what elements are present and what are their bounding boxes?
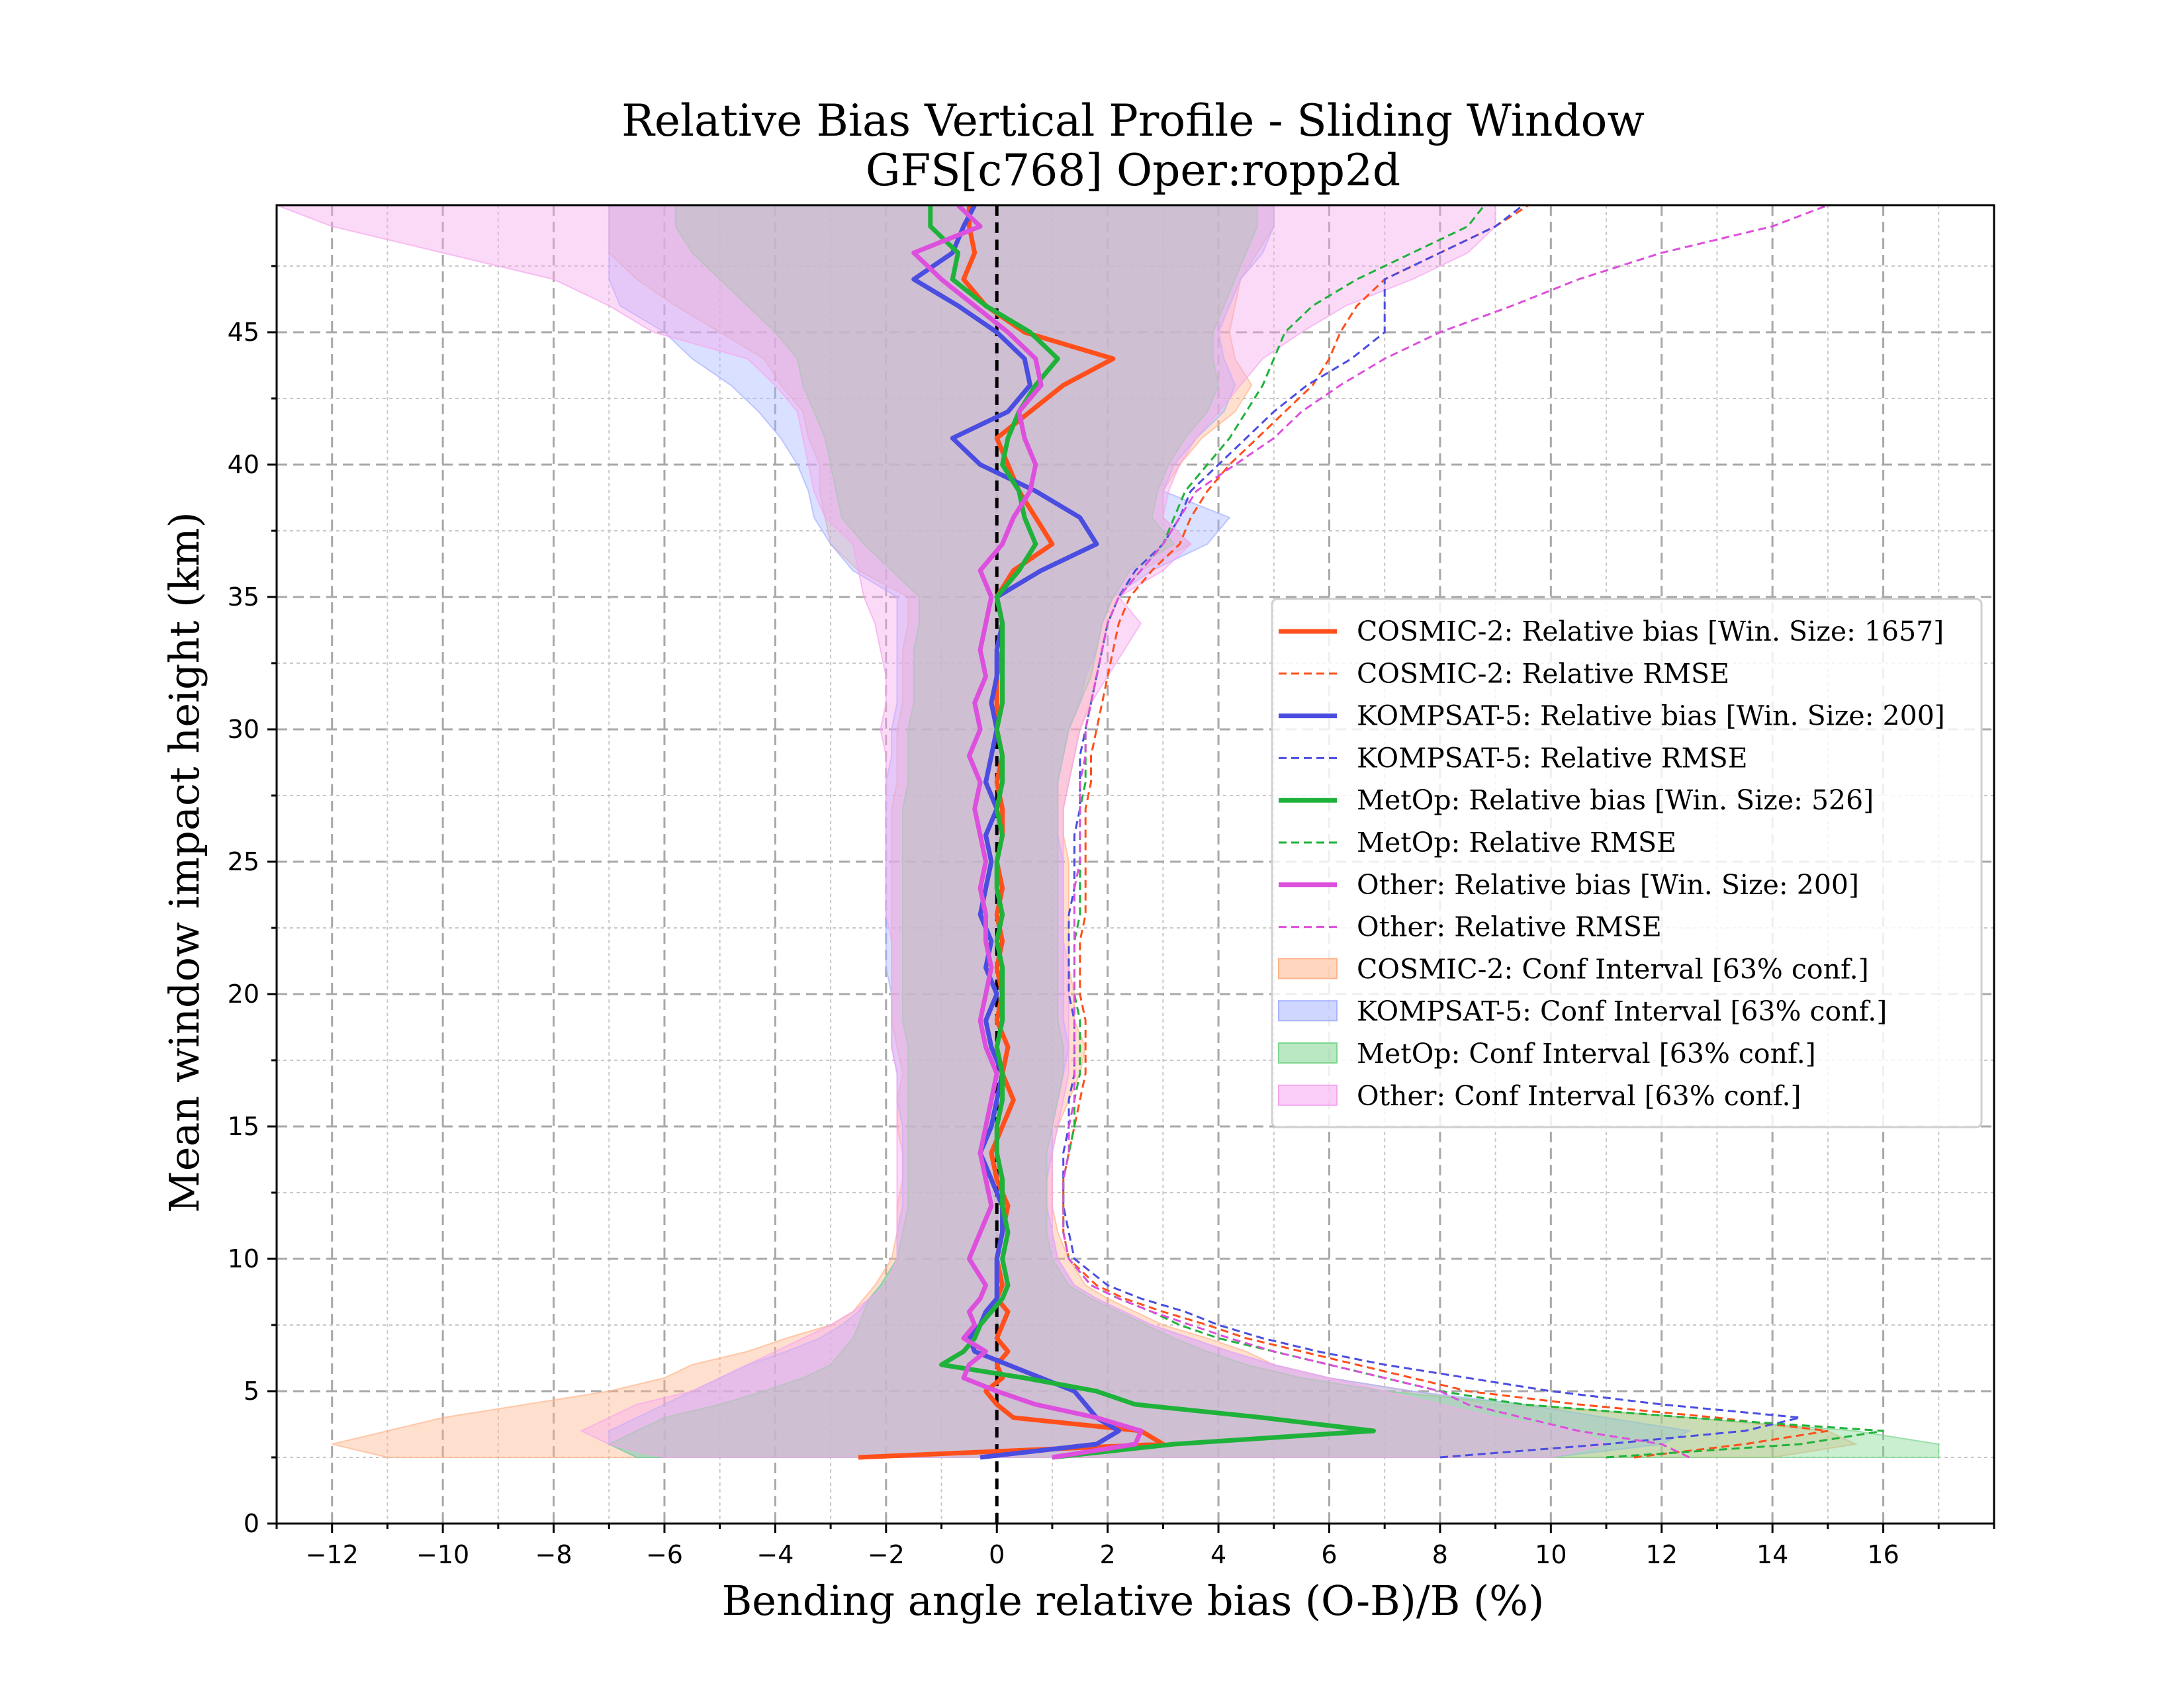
- x-tick-label: 14: [1756, 1540, 1788, 1569]
- metop-rmse-line: [1062, 205, 1884, 1459]
- legend-label: COSMIC-2: Relative RMSE: [1357, 658, 1729, 690]
- cosmic2-bias-line: [858, 205, 1165, 1460]
- legend: COSMIC-2: Relative bias [Win. Size: 1657…: [1271, 598, 1983, 1128]
- x-tick-label: −10: [416, 1540, 469, 1569]
- legend-entry: Other: Relative RMSE: [1279, 911, 1662, 943]
- legend-entry: MetOp: Relative bias [Win. Size: 526]: [1279, 784, 1874, 816]
- y-tick-label: 25: [228, 847, 259, 876]
- x-tick-label: 8: [1432, 1540, 1448, 1569]
- legend-swatch: [1278, 1084, 1338, 1106]
- y-tick-label: 40: [228, 450, 259, 479]
- chart-title: Relative Bias Vertical Profile - Sliding…: [621, 95, 1645, 146]
- legend-label: MetOp: Relative RMSE: [1357, 827, 1676, 858]
- y-tick-label: 5: [244, 1377, 259, 1406]
- x-tick-label: 16: [1867, 1540, 1899, 1569]
- cosmic2-rmse-line: [1062, 205, 1829, 1459]
- axis-ticks: −12 −10 −8 −6 −4 −2 0 2 4 6 8 10 12 14 16 0 5 10 15 20 25 30 3…: [228, 265, 1995, 1569]
- legend-swatch: [1278, 1042, 1338, 1064]
- other-rmse-line: [1062, 205, 1829, 1459]
- legend-entry: KOMPSAT-5: Relative bias [Win. Size: 200…: [1279, 700, 1945, 732]
- chart-subtitle: GFS[c768] Oper:ropp2d: [866, 145, 1400, 196]
- legend-label: MetOp: Relative bias [Win. Size: 526]: [1357, 784, 1874, 816]
- x-tick-label: 4: [1210, 1540, 1226, 1569]
- y-tick-label: 10: [228, 1244, 259, 1273]
- x-tick-label: 0: [989, 1540, 1005, 1569]
- x-tick-label: 2: [1100, 1540, 1116, 1569]
- legend-label: Other: Relative bias [Win. Size: 200]: [1357, 869, 1859, 901]
- legend-label: COSMIC-2: Conf Interval [63% conf.]: [1357, 953, 1869, 985]
- kompsat5-conf-band: [608, 205, 1692, 1458]
- x-axis-label: Bending angle relative bias (O-B)/B (%): [722, 1577, 1545, 1625]
- legend-entry: MetOp: Conf Interval [63% conf.]: [1278, 1038, 1816, 1070]
- x-tick-label: −12: [306, 1540, 359, 1569]
- legend-entry: COSMIC-2: Conf Interval [63% conf.]: [1278, 953, 1869, 985]
- legend-label: COSMIC-2: Relative bias [Win. Size: 1657…: [1357, 616, 1944, 647]
- legend-label: Other: Conf Interval [63% conf.]: [1357, 1080, 1801, 1112]
- y-tick-label: 15: [228, 1112, 259, 1141]
- legend-box: [1271, 598, 1983, 1128]
- x-tick-label: 6: [1321, 1540, 1337, 1569]
- legend-entry: Other: Relative bias [Win. Size: 200]: [1279, 869, 1859, 901]
- legend-entry: COSMIC-2: Relative bias [Win. Size: 1657…: [1279, 616, 1944, 647]
- x-tick-label: −2: [868, 1540, 905, 1569]
- x-tick-label: 12: [1646, 1540, 1678, 1569]
- legend-entry: MetOp: Relative RMSE: [1279, 827, 1676, 858]
- x-tick-label: −6: [646, 1540, 683, 1569]
- x-tick-label: 10: [1535, 1540, 1567, 1569]
- kompsat5-rmse-line: [1062, 205, 1801, 1459]
- y-tick-label: 35: [228, 582, 259, 612]
- data-layer: [277, 205, 1940, 1524]
- y-tick-label: 30: [228, 715, 259, 744]
- x-tick-label: −8: [535, 1540, 572, 1569]
- x-tick-label: −4: [756, 1540, 794, 1569]
- plot-area: −12 −10 −8 −6 −4 −2 0 2 4 6 8 10 12 14 16 0 5 10 15 20 25 30 3…: [228, 204, 1995, 1569]
- legend-entry: KOMPSAT-5: Relative RMSE: [1279, 742, 1748, 774]
- metop-bias-line: [928, 205, 1376, 1460]
- legend-entry: COSMIC-2: Relative RMSE: [1279, 658, 1729, 690]
- y-tick-label: 45: [228, 318, 259, 347]
- legend-label: KOMPSAT-5: Relative RMSE: [1357, 742, 1748, 774]
- legend-entry: Other: Conf Interval [63% conf.]: [1278, 1080, 1801, 1112]
- legend-label: MetOp: Conf Interval [63% conf.]: [1357, 1038, 1816, 1070]
- y-axis-label: Mean window impact height (km): [160, 512, 208, 1212]
- legend-label: Other: Relative RMSE: [1357, 911, 1662, 943]
- legend-label: KOMPSAT-5: Relative bias [Win. Size: 200…: [1357, 700, 1945, 732]
- plot-frame: [275, 204, 1995, 1525]
- legend-swatch: [1278, 1000, 1338, 1022]
- legend-label: KOMPSAT-5: Conf Interval [63% conf.]: [1357, 995, 1887, 1027]
- legend-entry: KOMPSAT-5: Conf Interval [63% conf.]: [1278, 995, 1887, 1027]
- other-conf-band: [277, 205, 1608, 1458]
- kompsat5-bias-line: [911, 205, 1121, 1460]
- legend-swatch: [1278, 958, 1338, 980]
- metop-conf-band: [607, 205, 1940, 1458]
- y-tick-label: 20: [228, 980, 259, 1009]
- y-tick-label: 0: [244, 1509, 259, 1538]
- other-bias-line: [911, 205, 1144, 1460]
